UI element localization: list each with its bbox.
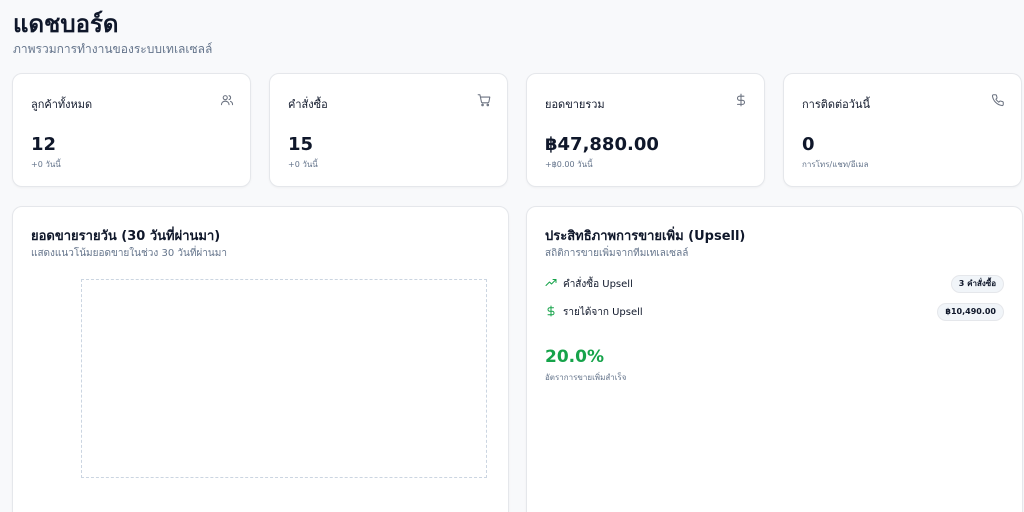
dollar-icon xyxy=(545,305,557,317)
upsell-orders-badge: 3 คำสั่งซื้อ xyxy=(950,275,1004,293)
page-header: แดชบอร์ด ภาพรวมการทำงานของระบบเทเลเซลล์ xyxy=(13,9,212,59)
stat-value: 12 xyxy=(31,134,57,155)
stat-subtext: +฿0.00 วันนี้ xyxy=(545,160,593,169)
sales-chart-placeholder xyxy=(81,279,487,478)
stat-label: ลูกค้าทั้งหมด xyxy=(31,98,93,111)
stat-value: 15 xyxy=(288,134,314,155)
stat-card-contacts: การติดต่อวันนี้ 0 การโทร/แชท/อีเมล xyxy=(783,73,1022,187)
stat-card-total-sales: ยอดขายรวม ฿47,880.00 +฿0.00 วันนี้ xyxy=(526,73,765,187)
upsell-row-label: รายได้จาก Upsell xyxy=(563,307,643,318)
stat-card-customers: ลูกค้าทั้งหมด 12 +0 วันนี้ xyxy=(12,73,251,187)
upsell-revenue-badge: ฿10,490.00 xyxy=(937,303,1004,321)
stat-value: 0 xyxy=(802,134,815,155)
upsell-revenue-row: รายได้จาก Upsell ฿10,490.00 xyxy=(545,303,1004,321)
panel-title: ยอดขายรายวัน (30 วันที่ผ่านมา) xyxy=(31,229,221,244)
dollar-icon xyxy=(734,93,748,107)
stat-subtext: +0 วันนี้ xyxy=(288,160,318,169)
shopping-cart-icon xyxy=(477,93,491,107)
panel-subtitle: สถิติการขายเพิ่มจากทีมเทเลเซลล์ xyxy=(545,248,689,259)
page-title: แดชบอร์ด xyxy=(13,10,119,38)
stat-subtext: การโทร/แชท/อีเมล xyxy=(802,160,869,169)
panel-subtitle: แสดงแนวโน้มยอดขายในช่วง 30 วันที่ผ่านมา xyxy=(31,248,227,259)
upsell-performance-panel: ประสิทธิภาพการขายเพิ่ม (Upsell) สถิติการ… xyxy=(526,206,1023,512)
stat-label: การติดต่อวันนี้ xyxy=(802,98,870,111)
stat-card-orders: คำสั่งซื้อ 15 +0 วันนี้ xyxy=(269,73,508,187)
trending-up-icon xyxy=(545,277,557,289)
stat-value: ฿47,880.00 xyxy=(545,134,659,155)
phone-icon xyxy=(991,93,1005,107)
panel-title: ประสิทธิภาพการขายเพิ่ม (Upsell) xyxy=(545,229,746,244)
daily-sales-panel: ยอดขายรายวัน (30 วันที่ผ่านมา) แสดงแนวโน… xyxy=(12,206,509,512)
stat-label: ยอดขายรวม xyxy=(545,98,605,111)
stat-label: คำสั่งซื้อ xyxy=(288,98,328,111)
upsell-rate-value: 20.0% xyxy=(545,347,604,367)
upsell-row-label: คำสั่งซื้อ Upsell xyxy=(563,279,633,290)
upsell-rate-label: อัตราการขายเพิ่มสำเร็จ xyxy=(545,373,627,382)
upsell-orders-row: คำสั่งซื้อ Upsell 3 คำสั่งซื้อ xyxy=(545,275,1004,293)
users-icon xyxy=(220,93,234,107)
page-subtitle: ภาพรวมการทำงานของระบบเทเลเซลล์ xyxy=(13,42,213,56)
stat-subtext: +0 วันนี้ xyxy=(31,160,61,169)
